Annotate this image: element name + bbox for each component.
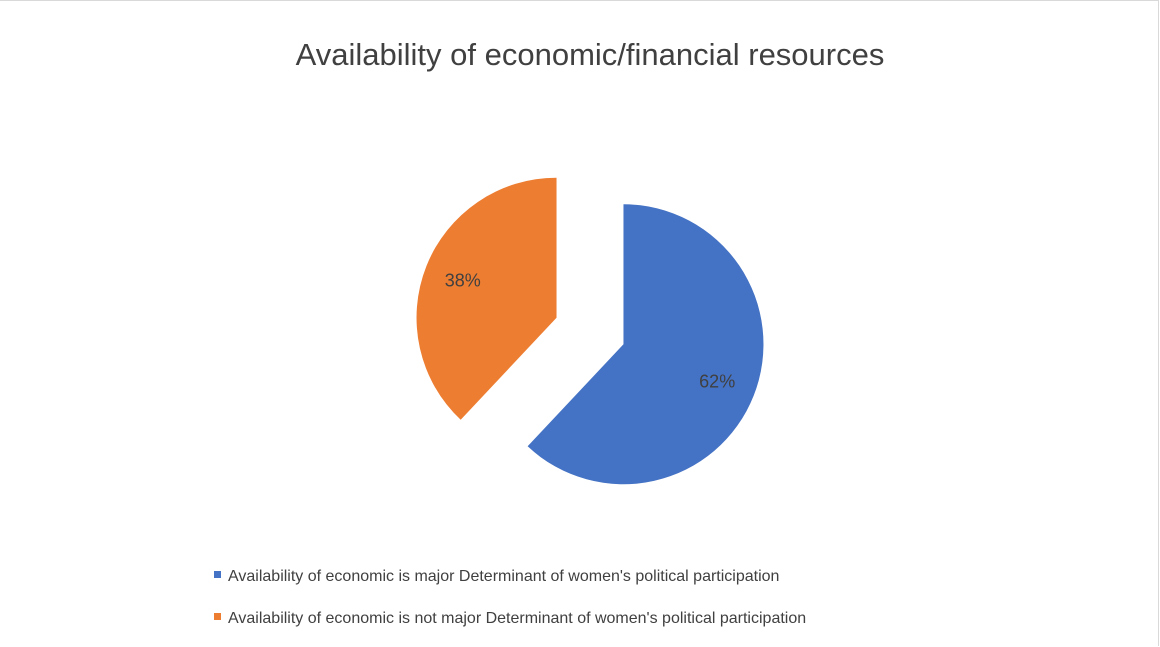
data-label-not-major: 38% (445, 271, 481, 291)
legend-swatch-major (214, 571, 221, 579)
legend-item-not-major: Availability of economic is not major De… (214, 610, 806, 628)
chart-title: Availability of economic/financial resou… (295, 37, 885, 72)
legend-swatch-not-major (214, 613, 221, 621)
pie-slice-not-major (416, 177, 557, 420)
legend-label-major: Availability of economic is major Determ… (228, 568, 780, 585)
legend-item-major: Availability of economic is major Determ… (214, 568, 779, 586)
legend-label-not-major: Availability of economic is not major De… (228, 610, 807, 627)
pie-slice-major (527, 204, 764, 485)
data-label-major: 62% (699, 371, 735, 391)
